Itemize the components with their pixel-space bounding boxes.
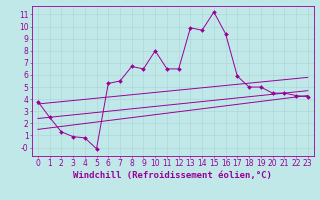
X-axis label: Windchill (Refroidissement éolien,°C): Windchill (Refroidissement éolien,°C) bbox=[73, 171, 272, 180]
